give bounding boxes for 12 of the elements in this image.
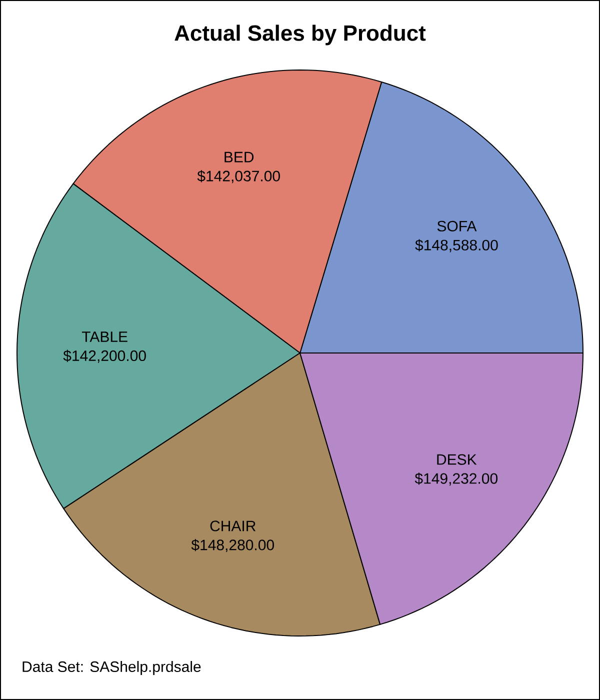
text: Data Set: SAShelp.prdsale (22, 661, 201, 675)
data-label: $149,232.00 (414, 472, 498, 486)
data-label: $142,200.00 (63, 350, 146, 363)
data-label: $142,037.00 (197, 170, 280, 184)
slice-label: DESK (437, 454, 477, 465)
slice-label: SOFA (437, 220, 477, 232)
data-label: $148,280.00 (191, 539, 274, 552)
slice-label: CHAIR (210, 520, 256, 532)
data-label: $148,588.00 (415, 239, 498, 252)
slice-label: BED (224, 152, 254, 162)
chart-title: Actual Sales by Product (174, 24, 426, 46)
slice-label: TABLE (82, 332, 128, 342)
